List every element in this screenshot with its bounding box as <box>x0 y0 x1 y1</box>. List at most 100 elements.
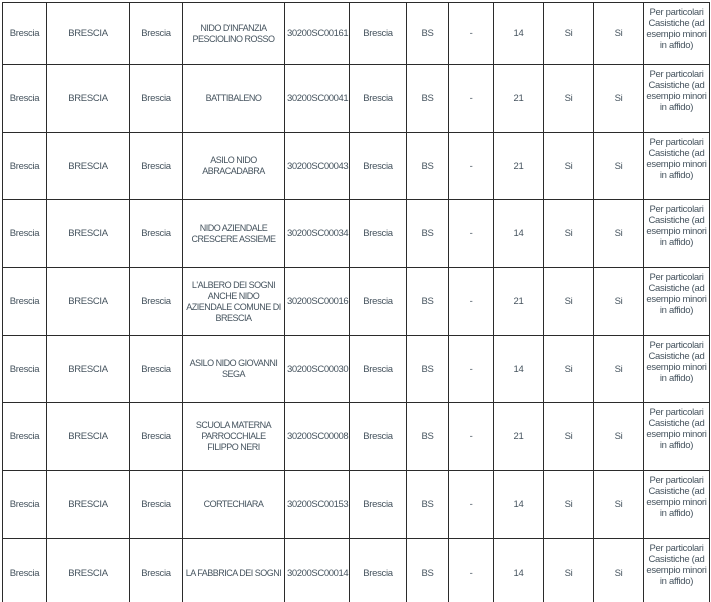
table-cell: Per particolari Casistiche (ad esempio m… <box>643 132 710 200</box>
table-cell: Brescia <box>2 132 47 200</box>
table-cell: Si <box>543 267 594 336</box>
table-cell: Brescia <box>129 64 183 133</box>
table-cell: Brescia <box>129 470 183 539</box>
table-cell: Si <box>543 335 594 403</box>
table-cell: Si <box>593 199 644 268</box>
table-cell: CORTECHIARA <box>182 470 285 539</box>
table-cell: BS <box>406 199 449 268</box>
table-cell: - <box>448 132 494 200</box>
table-cell: Si <box>543 538 594 602</box>
table-cell: BRESCIA <box>46 2 130 65</box>
table-cell: - <box>448 470 494 539</box>
table-cell: Brescia <box>2 470 47 539</box>
table-cell: - <box>448 402 494 471</box>
table-cell: BATTIBALENO <box>182 64 285 133</box>
table-cell: Per particolari Casistiche (ad esempio m… <box>643 402 710 471</box>
table-cell: Brescia <box>2 64 47 133</box>
table-cell: 30200SC00008 <box>284 402 350 471</box>
table-cell: BRESCIA <box>46 470 130 539</box>
table-cell: Brescia <box>2 335 47 403</box>
table-cell: Per particolari Casistiche (ad esempio m… <box>643 538 710 602</box>
table-row: Brescia BRESCIA Brescia BATTIBALENO 30200SC0… <box>2 64 710 133</box>
table-cell: BRESCIA <box>46 199 130 268</box>
table-cell: BRESCIA <box>46 538 130 602</box>
table-cell: BRESCIA <box>46 64 130 133</box>
table-cell: BS <box>406 267 449 336</box>
table-cell: Brescia <box>129 402 183 471</box>
table-cell: BS <box>406 402 449 471</box>
table-cell: Si <box>543 132 594 200</box>
table-cell: 14 <box>493 199 544 268</box>
table-cell: Brescia <box>349 335 407 403</box>
table-cell: Si <box>593 470 644 539</box>
table-cell: - <box>448 2 494 65</box>
table-cell: 14 <box>493 335 544 403</box>
table-row: Brescia BRESCIA Brescia CORTECHIARA 30200SC0… <box>2 470 710 539</box>
table-cell: BS <box>406 132 449 200</box>
table-cell: Si <box>543 64 594 133</box>
table-cell: 30200SC00153 <box>284 470 350 539</box>
table-cell: Si <box>593 132 644 200</box>
table-cell: Brescia <box>129 132 183 200</box>
table-cell: BS <box>406 335 449 403</box>
table-cell: - <box>448 64 494 133</box>
table-cell: 30200SC00030 <box>284 335 350 403</box>
table-row: Brescia BRESCIA Brescia SCUOLA MATERNA PARR… <box>2 402 710 471</box>
table-cell: 21 <box>493 267 544 336</box>
table-cell: Brescia <box>349 470 407 539</box>
table-row: Brescia BRESCIA Brescia NIDO D'INFANZIA PES… <box>2 2 710 65</box>
table-cell: BRESCIA <box>46 402 130 471</box>
table-cell: Brescia <box>2 538 47 602</box>
table-cell: 14 <box>493 470 544 539</box>
table-row: Brescia BRESCIA Brescia ASILO NIDO ABRACADA… <box>2 132 710 200</box>
table-cell: Per particolari Casistiche (ad esempio m… <box>643 199 710 268</box>
table-cell: BRESCIA <box>46 267 130 336</box>
table-cell: NIDO AZIENDALE CRESCERE ASSIEME <box>182 199 285 268</box>
table-cell: Si <box>593 267 644 336</box>
table-cell: L'ALBERO DEI SOGNI ANCHE NIDO AZIENDALE … <box>182 267 285 336</box>
table-cell: SCUOLA MATERNA PARROCCHIALE FILIPPO NERI <box>182 402 285 471</box>
table-cell: Si <box>543 470 594 539</box>
table-cell: Si <box>593 2 644 65</box>
table-cell: BS <box>406 470 449 539</box>
table-cell: Per particolari Casistiche (ad esempio m… <box>643 267 710 336</box>
table-cell: Brescia <box>129 199 183 268</box>
table-cell: Si <box>593 335 644 403</box>
table-row: Brescia BRESCIA Brescia LA FABBRICA DEI SOG… <box>2 538 710 602</box>
table-cell: Si <box>543 402 594 471</box>
table-cell: 14 <box>493 2 544 65</box>
table-cell: Per particolari Casistiche (ad esempio m… <box>643 470 710 539</box>
table-cell: Brescia <box>2 199 47 268</box>
table-cell: Brescia <box>2 402 47 471</box>
table-cell: Si <box>593 538 644 602</box>
table-cell: 21 <box>493 402 544 471</box>
table-cell: NIDO D'INFANZIA PESCIOLINO ROSSO <box>182 2 285 65</box>
table-cell: Brescia <box>129 335 183 403</box>
table-cell: Brescia <box>2 267 47 336</box>
table-cell: 14 <box>493 538 544 602</box>
table-cell: Brescia <box>349 402 407 471</box>
table-cell: - <box>448 538 494 602</box>
table-cell: Si <box>543 2 594 65</box>
table-row: Brescia BRESCIA Brescia L'ALBERO DEI SOGNI … <box>2 267 710 336</box>
table-cell: - <box>448 267 494 336</box>
table-cell: 30200SC00041 <box>284 64 350 133</box>
table-cell: ASILO NIDO ABRACADABRA <box>182 132 285 200</box>
table-cell: - <box>448 335 494 403</box>
table-cell: BS <box>406 64 449 133</box>
table-cell: Brescia <box>129 267 183 336</box>
table-cell: Brescia <box>349 199 407 268</box>
table-cell: 21 <box>493 132 544 200</box>
table-row: Brescia BRESCIA Brescia ASILO NIDO GIOVANNI… <box>2 335 710 403</box>
table-cell: Si <box>543 199 594 268</box>
table-cell: Brescia <box>349 2 407 65</box>
table-cell: Per particolari Casistiche (ad esempio m… <box>643 2 710 65</box>
table-cell: 30200SC00161 <box>284 2 350 65</box>
table-cell: BS <box>406 538 449 602</box>
table-cell: BRESCIA <box>46 335 130 403</box>
table-cell: Brescia <box>349 538 407 602</box>
table-cell: - <box>448 199 494 268</box>
